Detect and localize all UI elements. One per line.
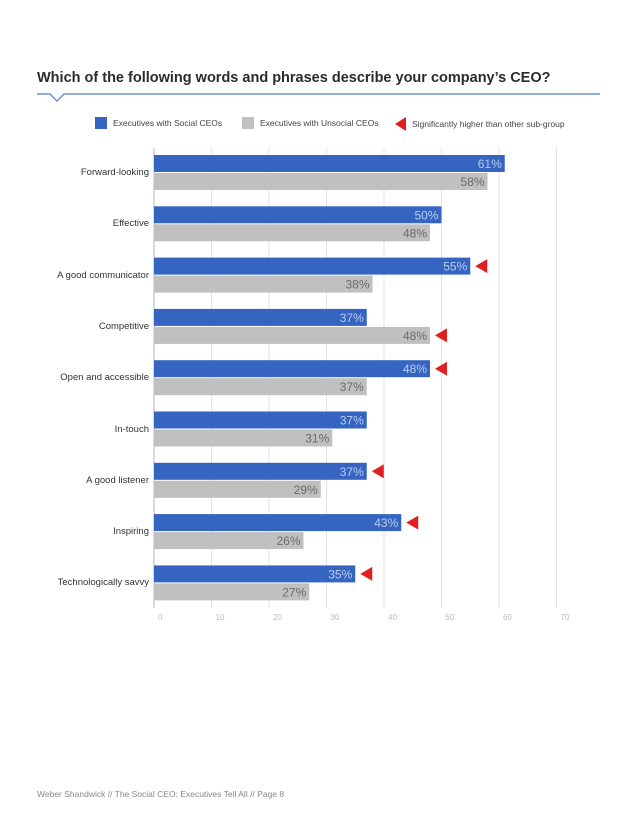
x-tick-label: 50 [446,613,455,622]
data-label-unsocial: 58% [460,175,484,189]
bar-social [154,308,367,326]
data-label-unsocial: 29% [294,483,318,497]
legend-significant-label: Significantly higher than other sub-grou… [412,119,565,129]
bar-social [154,514,402,532]
x-tick-label: 60 [503,613,512,622]
legend-unsocial: Executives with Unsocial CEOs [242,117,379,129]
category-label: Open and accessible [60,372,149,384]
data-label-unsocial: 48% [403,329,427,343]
legend-social-swatch [95,117,107,129]
data-label-social: 37% [340,465,364,479]
significance-marker [406,515,419,530]
data-label-social: 37% [340,311,364,325]
legend-significant: Significantly higher than other sub-grou… [395,117,565,131]
legend-social-label: Executives with Social CEOs [113,118,223,128]
data-label-unsocial: 37% [340,380,364,394]
data-label-unsocial: 26% [276,534,300,548]
category-label: Technologically savvy [57,577,149,589]
bar-social [154,360,430,378]
bar-social [154,462,367,480]
x-tick-label: 0 [158,613,163,622]
significance-marker [435,328,447,343]
bar-unsocial [154,429,333,447]
x-tick-label: 30 [331,613,340,622]
legend-unsocial-label: Executives with Unsocial CEOs [260,118,379,128]
category-label: Inspiring [113,526,149,538]
bar-social [154,565,356,583]
data-label-unsocial: 48% [403,226,427,240]
legend-unsocial-swatch [242,117,254,129]
category-label: Effective [112,218,149,230]
data-label-unsocial: 27% [282,585,306,599]
bar-unsocial [154,480,321,498]
significance-triangle-icon [395,117,406,131]
category-label: A good communicator [57,269,149,281]
category-label: Forward-looking [80,167,149,178]
significance-marker [435,361,447,376]
category-label: Competitive [98,320,149,332]
bar-social [154,411,367,429]
significance-marker [371,464,384,479]
data-label-social: 43% [374,516,398,530]
bar-unsocial [154,378,367,396]
bar-unsocial [154,583,310,601]
bar-unsocial [154,275,373,293]
data-label-social: 50% [414,208,438,222]
bar-unsocial [154,173,488,190]
data-label-social: 37% [340,414,364,428]
legend-social: Executives with Social CEOs [95,117,222,129]
bar-unsocial [154,224,430,242]
bar-unsocial [154,532,304,550]
data-label-unsocial: 31% [305,432,329,446]
page-footer: Weber Shandwick // The Social CEO: Execu… [37,789,285,799]
category-label: In-touch [114,423,149,435]
data-label-social: 61% [478,157,502,171]
data-label-social: 35% [328,567,352,581]
bar-social [154,206,442,224]
title-underline [37,93,600,102]
bar-social [154,257,471,275]
bar-unsocial [154,326,430,344]
significance-marker [475,259,488,274]
x-tick-label: 70 [561,613,570,622]
page-title: Which of the following words and phrases… [37,70,551,86]
x-tick-label: 20 [273,613,282,622]
bar-social [154,155,505,172]
x-tick-label: 40 [388,613,397,622]
data-label-unsocial: 38% [345,278,369,292]
data-label-social: 55% [443,260,467,274]
x-tick-label: 10 [216,613,225,622]
category-label: A good listener [86,474,149,486]
significance-marker [360,566,373,581]
data-label-social: 48% [403,362,427,376]
